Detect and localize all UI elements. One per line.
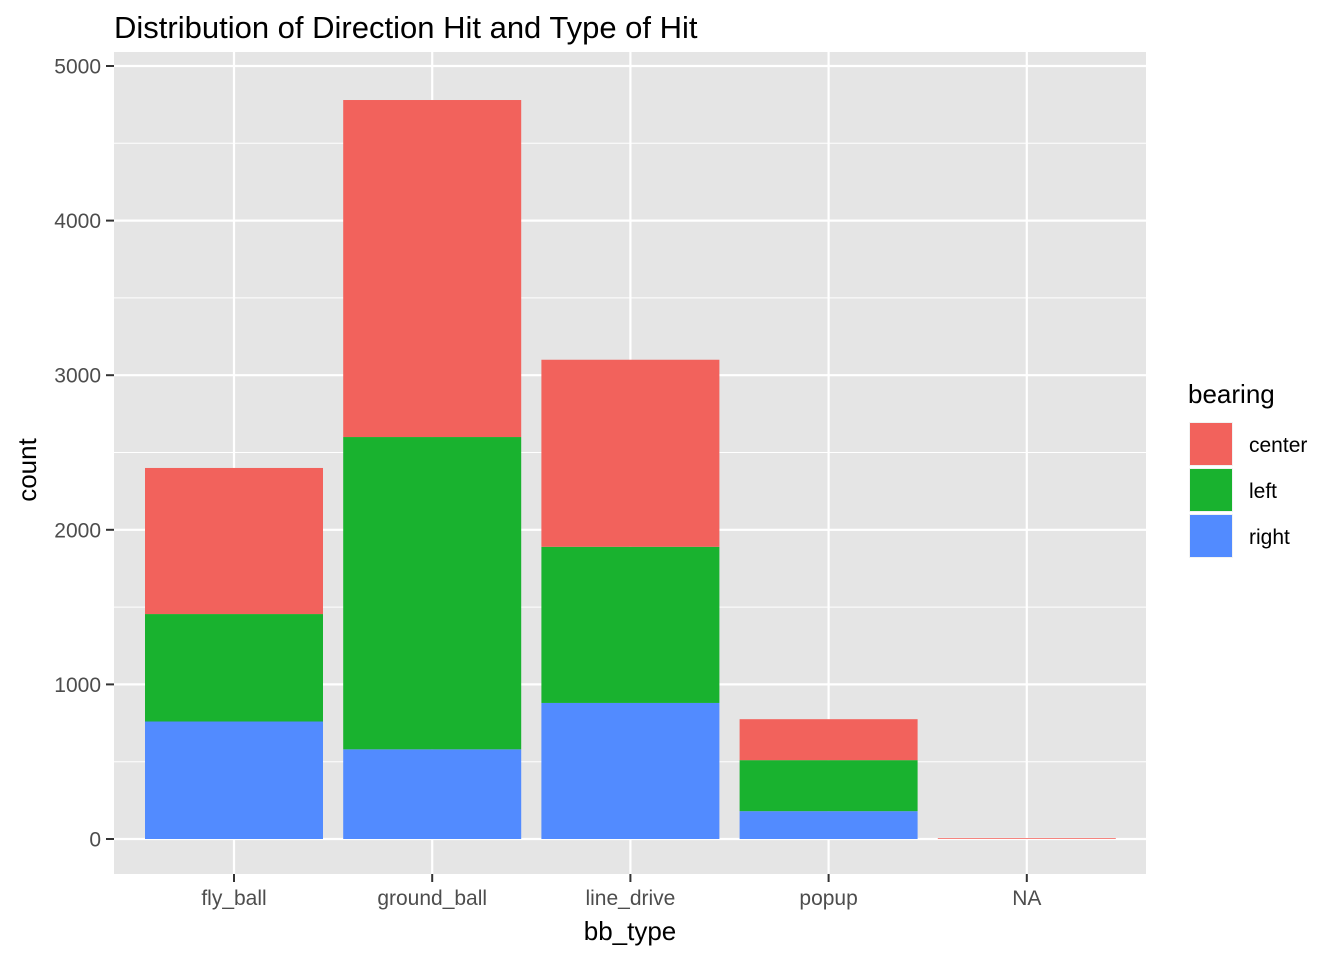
bar-line_drive-right [541, 702, 720, 839]
y-axis-title: count [12, 437, 42, 501]
legend-swatch-center [1190, 423, 1232, 465]
x-tick-label: line_drive [585, 887, 675, 910]
chart-title: Distribution of Direction Hit and Type o… [114, 10, 698, 45]
y-tick-label: 3000 [54, 365, 101, 388]
bar-ground_ball-center [343, 100, 522, 438]
legend-label-right: right [1249, 526, 1290, 549]
legend-swatch-left [1190, 469, 1232, 511]
x-tick-label: fly_ball [201, 887, 266, 910]
x-axis: fly_ball ground_ball line_drive popup NA [201, 874, 1041, 910]
legend-swatch-right [1190, 515, 1232, 557]
bar-ground_ball-left [343, 437, 522, 750]
legend-label-center: center [1249, 434, 1307, 457]
legend: bearing center left right [1188, 379, 1307, 558]
y-axis: 0 1000 2000 3000 4000 5000 [54, 56, 114, 852]
y-tick-label: 2000 [54, 519, 101, 542]
legend-label-left: left [1249, 480, 1277, 503]
bar-fly_ball-left [145, 614, 323, 722]
bar-popup-left [739, 760, 918, 812]
bar-fly_ball-right [145, 721, 323, 839]
y-tick-label: 5000 [54, 56, 101, 79]
y-tick-label: 4000 [54, 210, 101, 233]
bar-line_drive-center [541, 359, 720, 547]
x-tick-label: ground_ball [377, 887, 487, 910]
x-axis-title: bb_type [584, 916, 677, 946]
bar-popup-right [739, 811, 918, 839]
x-tick-label: popup [799, 887, 857, 910]
legend-title: bearing [1188, 379, 1275, 409]
bars [145, 100, 1116, 839]
x-tick-label: NA [1012, 887, 1041, 910]
bar-ground_ball-right [343, 749, 522, 839]
bar-line_drive-left [541, 546, 720, 703]
y-tick-label: 1000 [54, 674, 101, 697]
bar-fly_ball-center [145, 467, 323, 615]
bar-popup-center [739, 719, 918, 761]
y-tick-label: 0 [89, 829, 101, 852]
bar-NA-center [937, 838, 1116, 839]
